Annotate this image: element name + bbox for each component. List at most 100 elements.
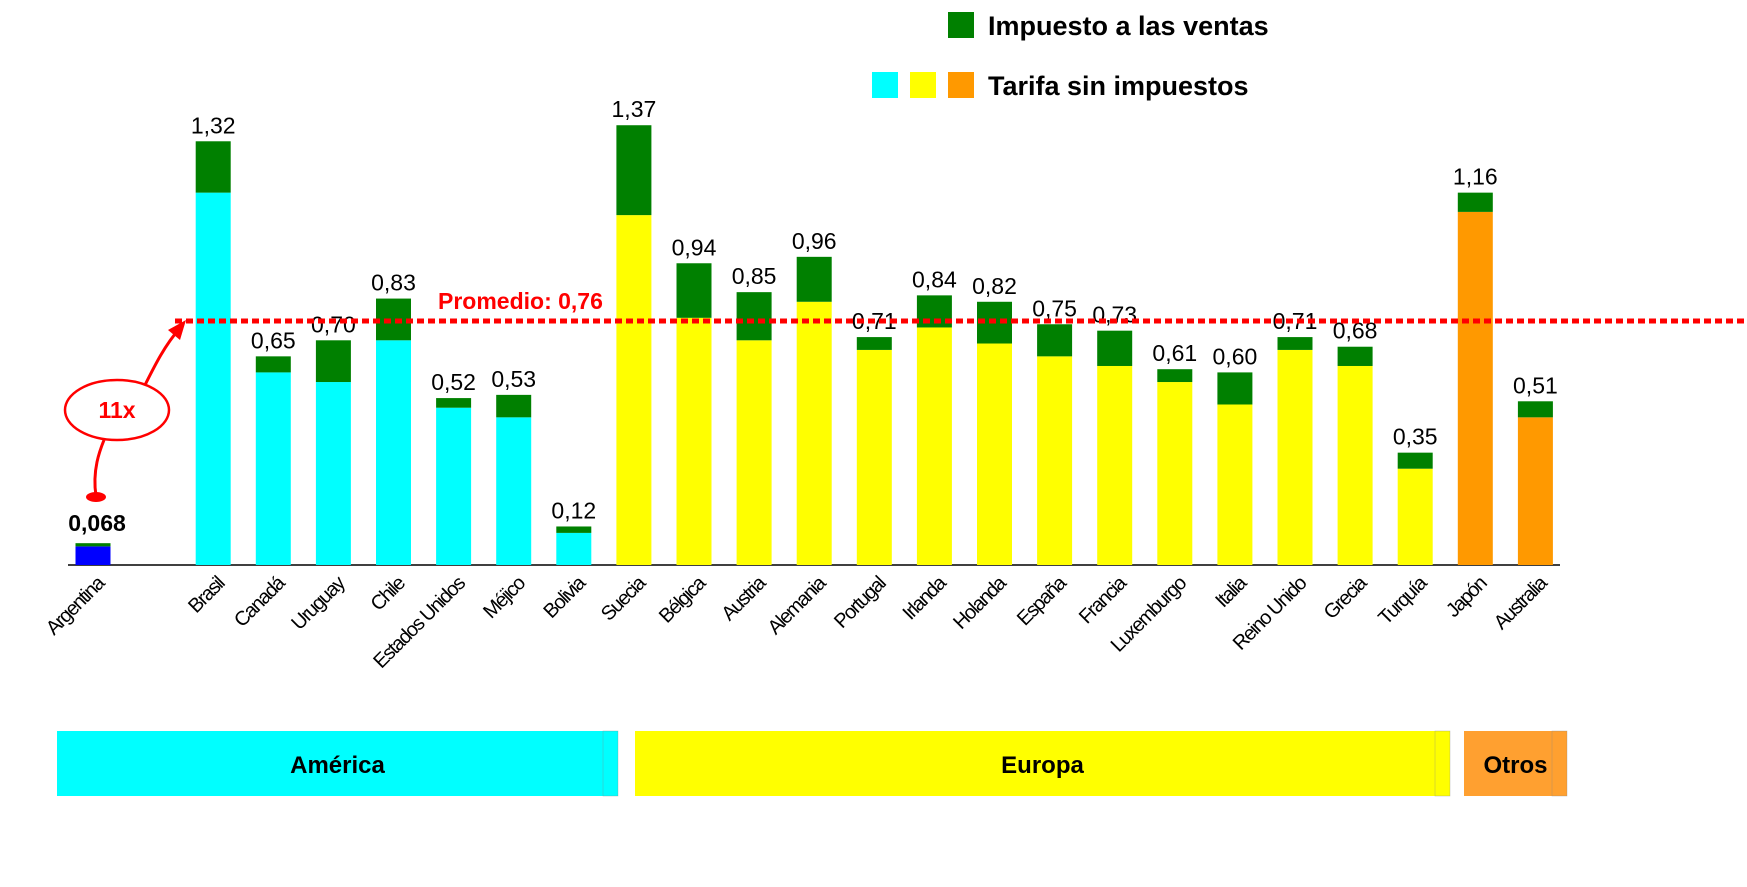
bar-segment xyxy=(1457,211,1493,565)
x-tick-group: Bolivia xyxy=(540,571,591,622)
legend-label: Impuesto a las ventas xyxy=(988,11,1269,41)
bar-segment xyxy=(436,407,472,565)
region-label: Europa xyxy=(1001,752,1084,779)
x-tick-group: Turquía xyxy=(1374,571,1432,629)
bar-segment xyxy=(616,125,652,216)
data-label: 0,70 xyxy=(311,311,356,337)
bar-segment xyxy=(796,301,832,565)
bar-segment xyxy=(496,417,532,565)
x-tick-group: Argentina xyxy=(42,571,110,639)
bar-segment xyxy=(916,327,952,565)
annotation-arrow xyxy=(143,327,182,386)
bar-segment xyxy=(1037,356,1073,565)
bar-segment xyxy=(1337,346,1373,366)
x-tick-group: Portugal xyxy=(830,572,890,632)
bar-segment xyxy=(1277,349,1313,565)
legend-swatch xyxy=(948,72,974,98)
x-tick-label: Argentina xyxy=(42,571,110,639)
data-label: 1,16 xyxy=(1453,164,1498,190)
data-label: 0,94 xyxy=(672,234,717,260)
x-tick-group: Irlanda xyxy=(899,571,952,624)
bar-segment xyxy=(1217,372,1253,405)
bar-segment xyxy=(736,340,772,565)
x-tick-label: Canadá xyxy=(230,571,290,631)
data-label: 0,65 xyxy=(251,327,296,353)
x-tick-label: Bélgica xyxy=(655,571,711,627)
x-tick-label: Brasil xyxy=(184,572,229,617)
bar-segment xyxy=(856,349,892,565)
bar-segment xyxy=(1097,330,1133,366)
bar-segment xyxy=(1277,337,1313,350)
region-band xyxy=(57,731,618,796)
data-label: 0,75 xyxy=(1032,295,1077,321)
x-tick-label: Francia xyxy=(1075,571,1132,628)
x-tick-group: Italia xyxy=(1211,571,1252,612)
legend-swatch xyxy=(948,12,974,38)
x-tick-group: Bélgica xyxy=(655,571,711,627)
x-tick-label: Irlanda xyxy=(899,571,952,624)
bar-segment xyxy=(1097,365,1133,565)
data-label: 0,12 xyxy=(551,497,596,523)
bar-segment xyxy=(195,192,231,565)
x-tick-label: Portugal xyxy=(830,572,890,632)
data-label: 0,73 xyxy=(1092,302,1137,328)
legend: Impuesto a las ventas Tarifa sin impuest… xyxy=(872,11,1269,101)
x-tick-label: Uruguay xyxy=(287,572,350,635)
bar-segment xyxy=(1517,417,1553,565)
x-tick-group: Brasil xyxy=(184,572,229,617)
bar-segment xyxy=(556,526,592,533)
data-label: 0,96 xyxy=(792,228,837,254)
bar-segment xyxy=(676,263,712,318)
region-band xyxy=(635,731,1450,796)
x-tick-label: Suecia xyxy=(597,571,651,625)
bar-segment xyxy=(436,398,472,408)
bar-segment xyxy=(977,343,1012,565)
region-band-edge xyxy=(1551,730,1568,797)
x-tick-group: Méjico xyxy=(479,572,530,623)
x-tick-label: Austria xyxy=(717,571,771,625)
x-tick-group: España xyxy=(1013,571,1072,630)
bar-segment xyxy=(1157,382,1193,565)
data-label: 0,35 xyxy=(1393,424,1438,450)
x-tick-group: Suecia xyxy=(597,571,651,625)
x-tick-label: Alemania xyxy=(764,571,832,639)
x-tick-label: Bolivia xyxy=(540,571,591,622)
data-label: 1,32 xyxy=(191,112,236,138)
data-label: 0,85 xyxy=(732,263,777,289)
bar-segment xyxy=(1217,404,1253,565)
bar-segment xyxy=(255,372,291,565)
data-label: 0,52 xyxy=(431,369,476,395)
x-tick-group: Grecia xyxy=(1320,571,1373,624)
data-label: 0,83 xyxy=(371,270,416,296)
bar-segment xyxy=(1517,401,1553,418)
bar-segment xyxy=(1157,369,1193,383)
region-band xyxy=(1464,731,1567,796)
region-label: Otros xyxy=(1483,752,1547,779)
bar-segment xyxy=(736,292,772,341)
bar-segment xyxy=(315,382,351,565)
x-tick-label: Turquía xyxy=(1374,571,1432,629)
x-tick-group: Austria xyxy=(717,571,771,625)
bar-segment xyxy=(496,394,532,418)
x-tick-label: Méjico xyxy=(479,572,530,623)
x-tick-group: Japón xyxy=(1442,573,1491,622)
data-label: 0,068 xyxy=(68,510,126,536)
annotation-arrow xyxy=(93,439,106,497)
bar-segment xyxy=(676,317,712,565)
bar-segment xyxy=(1397,452,1433,469)
average-label: Promedio: 0,76 xyxy=(438,288,603,314)
x-tick-group: Francia xyxy=(1075,571,1132,628)
x-tick-label: Grecia xyxy=(1320,571,1373,624)
data-label: 0,61 xyxy=(1152,340,1197,366)
x-tick-group: Australia xyxy=(1490,571,1553,634)
x-tick-label: España xyxy=(1013,571,1072,630)
x-tick-label: Holanda xyxy=(949,571,1011,633)
data-label: 0,53 xyxy=(491,366,536,392)
bar-segment xyxy=(195,141,231,193)
x-tick-label: Australia xyxy=(1490,571,1553,634)
bar-segment xyxy=(616,215,652,566)
data-label: 0,51 xyxy=(1513,372,1558,398)
bar-segment xyxy=(796,256,832,302)
legend-label: Tarifa sin impuestos xyxy=(988,71,1249,101)
data-label: 0,84 xyxy=(912,266,957,292)
